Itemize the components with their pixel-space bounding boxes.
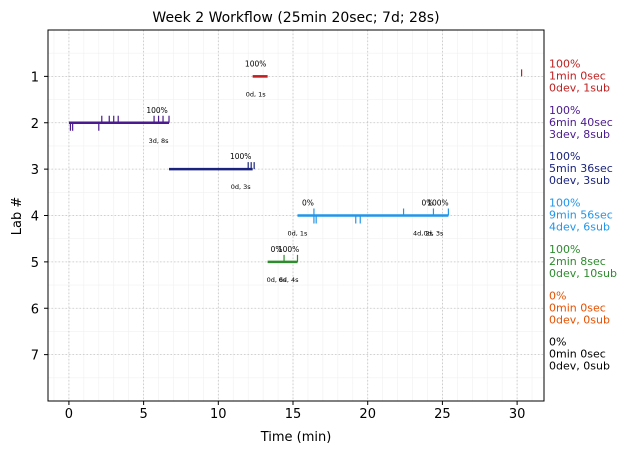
y-tick-label: 7 bbox=[31, 349, 39, 364]
x-tick-label: 0 bbox=[65, 407, 73, 422]
x-tick-label: 15 bbox=[285, 407, 302, 422]
lab-4-annotation-below: 4d, 2s bbox=[413, 230, 434, 238]
x-tick-label: 20 bbox=[359, 407, 376, 422]
x-tick-label: 30 bbox=[509, 407, 526, 422]
lab-2-annotation-above: 100% bbox=[146, 106, 167, 115]
lab-4-annotation-below: 0d, 1s bbox=[288, 230, 309, 238]
lab-2-summary-line: 3dev, 8sub bbox=[549, 128, 610, 141]
lab-5-summary-line: 2min 8sec bbox=[549, 255, 606, 268]
lab-6-summary-line: 0min 0sec bbox=[549, 301, 606, 314]
lab-4-annotation-above: 0% bbox=[422, 199, 434, 208]
lab-4-annotation-above: 0% bbox=[302, 199, 314, 208]
lab-3-summary-line: 100% bbox=[549, 150, 580, 163]
lab-7-summary-line: 0dev, 0sub bbox=[549, 360, 610, 373]
lab-3-annotation-above: 100% bbox=[230, 152, 251, 161]
y-tick-label: 6 bbox=[31, 302, 39, 317]
lab-4-annotation-above: 100% bbox=[427, 199, 448, 208]
lab-4-summary-line: 100% bbox=[549, 197, 580, 210]
lab-2-annotation-below: 3d, 8s bbox=[149, 137, 170, 145]
lab-5-summary-line: 100% bbox=[549, 243, 580, 256]
lab-2-summary-line: 100% bbox=[549, 104, 580, 117]
lab-6-summary-line: 0dev, 0sub bbox=[549, 313, 610, 326]
lab-6-summary-line: 0% bbox=[549, 289, 566, 302]
lab-1-summary-line: 1min 0sec bbox=[549, 69, 606, 82]
lab-3-annotation-below: 0d, 3s bbox=[231, 183, 252, 191]
lab-7-summary-line: 0% bbox=[549, 336, 566, 349]
x-tick-label: 10 bbox=[210, 407, 227, 422]
y-tick-label: 5 bbox=[31, 256, 39, 271]
lab-3-summary-line: 0dev, 3sub bbox=[549, 174, 610, 187]
lab-4-summary-line: 9min 56sec bbox=[549, 209, 613, 222]
y-tick-label: 2 bbox=[31, 117, 39, 132]
lab-1-annotation-below: 0d, 1s bbox=[246, 90, 267, 98]
chart-title: Week 2 Workflow (25min 20sec; 7d; 28s) bbox=[152, 10, 439, 26]
lab-4-annotation-below: 0d, 3s bbox=[423, 230, 444, 238]
lab-5-summary-line: 0dev, 10sub bbox=[549, 267, 617, 280]
y-axis-label: Lab # bbox=[10, 197, 25, 236]
x-axis-label: Time (min) bbox=[260, 430, 332, 445]
y-tick-label: 4 bbox=[31, 210, 39, 225]
lab-7-summary-line: 0min 0sec bbox=[549, 348, 606, 361]
axes: 0 5 10 15 20 25 30 1 2 3 4 5 6 7 bbox=[31, 70, 526, 422]
lab-4-summary-line: 4dev, 6sub bbox=[549, 221, 610, 234]
y-tick-label: 1 bbox=[31, 70, 39, 85]
x-tick-label: 5 bbox=[139, 407, 147, 422]
lab-5-annotation-above: 100% bbox=[278, 245, 299, 254]
lab-5-annotation-below: 0d, 4s bbox=[279, 276, 300, 284]
lab-1-summary-line: 0dev, 1sub bbox=[549, 81, 610, 94]
y-tick-label: 3 bbox=[31, 163, 39, 178]
x-tick-label: 25 bbox=[434, 407, 451, 422]
lab-1-summary-line: 100% bbox=[549, 57, 580, 70]
grid bbox=[48, 30, 544, 401]
lab-5-annotation-above: 0% bbox=[271, 245, 283, 254]
lab-1-annotation-above: 100% bbox=[245, 59, 266, 68]
lab-3-summary-line: 5min 36sec bbox=[549, 162, 613, 175]
lab-5-annotation-below: 0d, 6s bbox=[267, 276, 288, 284]
lab-2-summary-line: 6min 40sec bbox=[549, 116, 613, 129]
